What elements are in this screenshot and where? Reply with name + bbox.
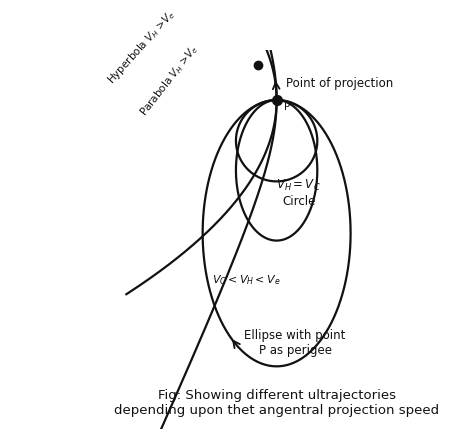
Text: Ellipse with point
P as perigee: Ellipse with point P as perigee [245, 329, 346, 357]
Text: $V_C < V_H < V_e$: $V_C < V_H < V_e$ [212, 273, 280, 287]
Text: Hyperbola $V_H$ >$V_e$: Hyperbola $V_H$ >$V_e$ [105, 7, 179, 87]
Text: Parabola $V_H$ >$V_e$: Parabola $V_H$ >$V_e$ [137, 41, 201, 118]
Text: P: P [284, 102, 290, 112]
Text: Fig: Showing different ultrajectories
depending upon thet angentral projection s: Fig: Showing different ultrajectories de… [114, 388, 439, 416]
Text: Point of projection: Point of projection [286, 77, 393, 90]
Text: $V_H = V_C$
Circle: $V_H = V_C$ Circle [276, 178, 321, 207]
